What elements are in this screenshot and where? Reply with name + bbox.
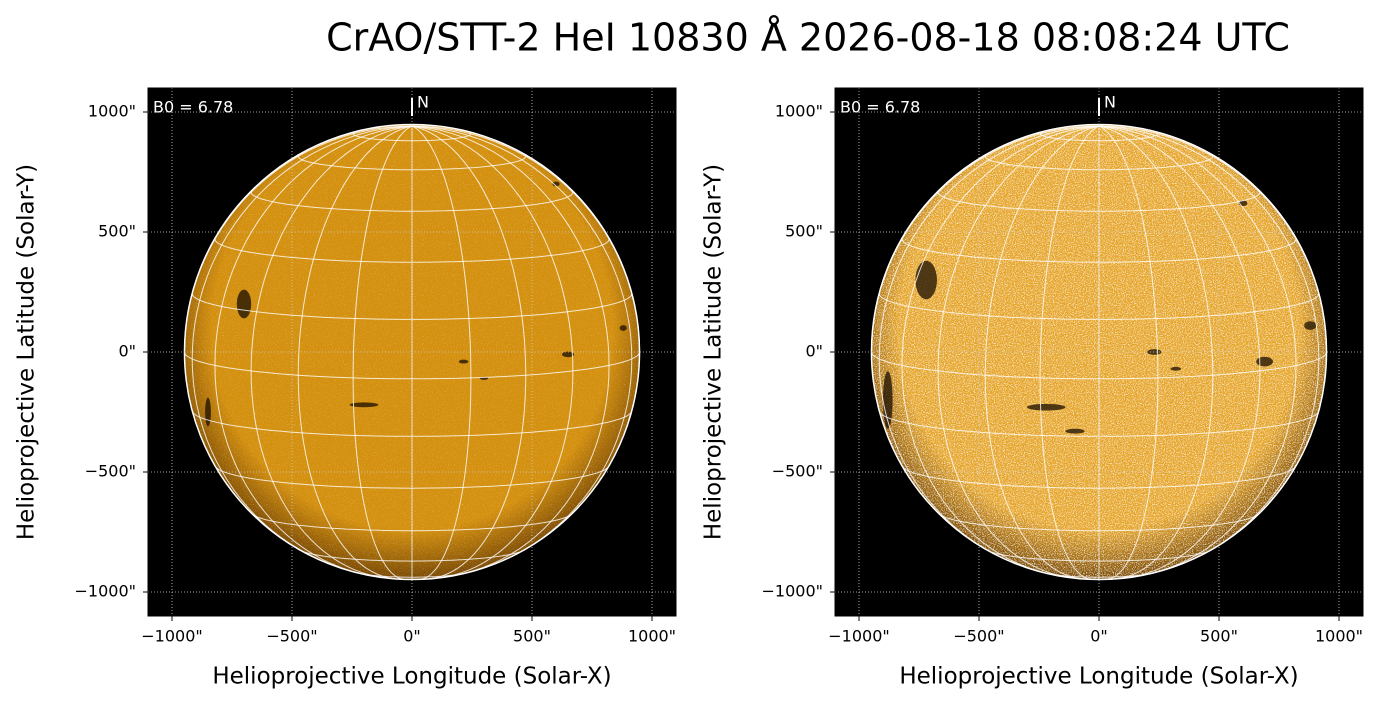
heliographic-grid xyxy=(987,550,1211,562)
y-tick-label: −500" xyxy=(85,462,136,481)
heliographic-grid xyxy=(1098,125,1214,580)
heliographic-grid xyxy=(191,125,413,557)
x-tick-label: 1000" xyxy=(1315,627,1363,646)
annotation: B0 = 6.78 xyxy=(840,98,920,117)
heliographic-grid xyxy=(984,125,1100,580)
heliographic-grid xyxy=(250,125,413,578)
heliographic-grid xyxy=(300,550,524,562)
y-tick-label: 500" xyxy=(785,222,823,241)
x-tick-label: −1000" xyxy=(141,627,202,646)
heliographic-grid xyxy=(939,514,1259,532)
x-tick-label: −500" xyxy=(953,627,1004,646)
dark-feature xyxy=(236,289,252,319)
y-tick-label: 0" xyxy=(118,342,136,361)
annotation: B0 = 6.78 xyxy=(153,98,233,117)
y-tick-label: 0" xyxy=(805,342,823,361)
heliographic-grid xyxy=(902,467,1296,489)
north-label: N xyxy=(417,93,429,112)
dark-feature xyxy=(1304,321,1317,330)
heliographic-grid xyxy=(1098,125,1297,575)
y-tick-label: 500" xyxy=(98,222,136,241)
heliographic-grid xyxy=(215,467,609,489)
heliographic-grid xyxy=(184,351,640,380)
dark-feature xyxy=(349,402,379,408)
x-tick-label: 1000" xyxy=(628,627,676,646)
y-tick-label: −1000" xyxy=(762,582,823,601)
heliographic-grid xyxy=(1039,125,1100,580)
heliographic-grid xyxy=(411,125,610,575)
dark-feature xyxy=(552,181,560,187)
heliographic-grid xyxy=(252,514,572,532)
plot-frame xyxy=(834,87,1364,617)
dark-feature xyxy=(1065,428,1085,434)
x-tick-label: 0" xyxy=(403,627,421,646)
heliographic-grid xyxy=(1098,125,1320,557)
dark-feature xyxy=(619,325,627,331)
heliographic-grid xyxy=(871,351,1327,380)
x-axis-label: Helioprojective Longitude (Solar-X) xyxy=(212,664,611,690)
figure-title: CrAO/STT-2 HeI 10830 Å 2026-08-18 08:08:… xyxy=(326,16,1290,60)
x-tick-label: 500" xyxy=(513,627,551,646)
heliographic-grid xyxy=(411,125,574,578)
heliographic-grid xyxy=(411,125,472,580)
dark-feature xyxy=(883,371,893,429)
dark-feature xyxy=(1256,356,1273,367)
heliographic-grid xyxy=(1098,125,1159,580)
heliographic-grid xyxy=(352,130,472,142)
x-tick-label: 0" xyxy=(1090,627,1108,646)
x-tick-label: −1000" xyxy=(828,627,889,646)
y-tick-label: −1000" xyxy=(75,582,136,601)
panel: −1000" −500" 0" 500" 1000" −1000" −500" 0" 500" 1… xyxy=(701,87,1364,690)
y-tick-label: 1000" xyxy=(88,102,136,121)
dark-feature xyxy=(205,397,211,427)
heliographic-grid xyxy=(411,125,633,557)
x-axis-label: Helioprojective Longitude (Solar-X) xyxy=(899,664,1298,690)
dark-feature xyxy=(562,351,574,358)
heliographic-grid xyxy=(297,125,413,580)
panel: −1000" −500" 0" 500" 1000" −1000" −500" 0" 500" 1… xyxy=(14,87,677,690)
dark-feature xyxy=(1027,403,1066,411)
heliographic-grid xyxy=(352,125,413,580)
heliographic-grid xyxy=(411,125,527,580)
heliographic-grid xyxy=(1039,130,1159,142)
dark-feature xyxy=(1170,366,1182,371)
north-label: N xyxy=(1104,93,1116,112)
y-tick-label: −500" xyxy=(772,462,823,481)
heliographic-grid xyxy=(1098,125,1261,578)
dark-feature xyxy=(915,260,937,300)
heliographic-grid xyxy=(214,125,413,575)
dark-feature xyxy=(458,359,469,364)
y-axis-label: Helioprojective Latitude (Solar-Y) xyxy=(14,164,40,540)
y-axis-label: Helioprojective Latitude (Solar-Y) xyxy=(701,164,727,540)
x-tick-label: −500" xyxy=(266,627,317,646)
y-tick-label: 1000" xyxy=(775,102,823,121)
heliographic-grid xyxy=(901,125,1100,575)
heliographic-grid xyxy=(878,125,1100,557)
x-tick-label: 500" xyxy=(1200,627,1238,646)
heliographic-grid xyxy=(937,125,1100,578)
plot-frame xyxy=(147,87,677,617)
